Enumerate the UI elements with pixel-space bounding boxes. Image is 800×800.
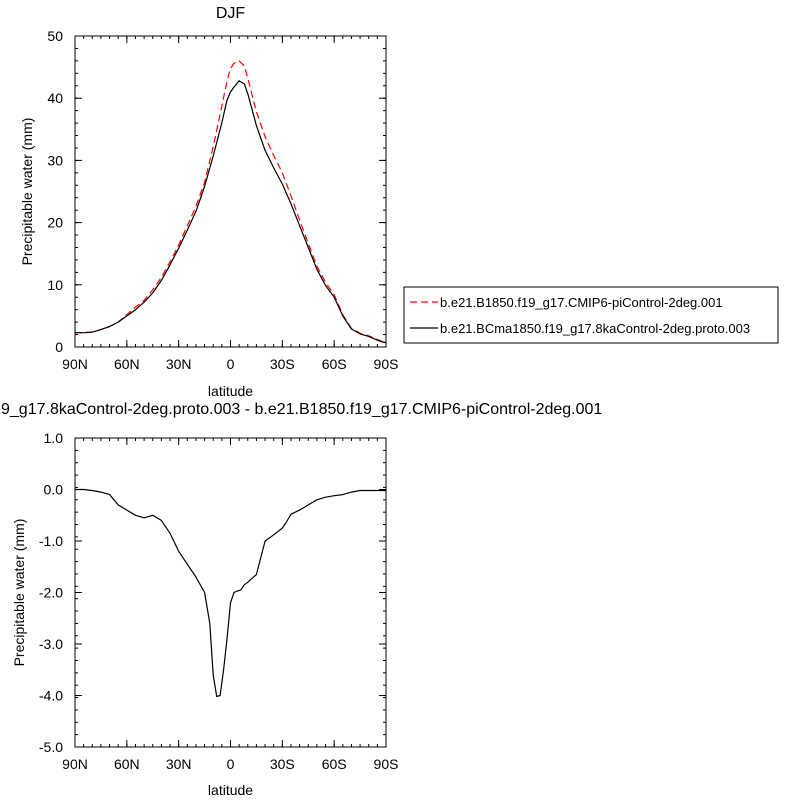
- x-tick-label: 30N: [166, 356, 192, 372]
- x-tick-label: 90S: [374, 356, 399, 372]
- y-tick-label: 40: [47, 90, 63, 106]
- y-tick-label: 20: [47, 215, 63, 231]
- x-tick-label: 90N: [62, 356, 88, 372]
- x-tick-label: 90N: [62, 756, 88, 772]
- legend-box: [403, 286, 779, 344]
- y-tick-label: 50: [47, 28, 63, 44]
- x-tick-label: 60N: [114, 756, 140, 772]
- y-tick-label: 1.0: [44, 430, 64, 446]
- x-tick-label: 0: [227, 356, 235, 372]
- x-tick-label: 60S: [322, 356, 347, 372]
- x-tick-label: 30N: [166, 756, 192, 772]
- x-tick-label: 30S: [270, 756, 295, 772]
- legend: b.e21.B1850.f19_g17.CMIP6-piControl-2deg…: [403, 286, 779, 344]
- chart-title: b.e21.BCma1850.f19_g17.8kaControl-2deg.p…: [0, 401, 602, 418]
- legend-entry-2: b.e21.BCma1850.f19_g17.8kaControl-2deg.p…: [440, 321, 750, 336]
- x-tick-label: 0: [227, 756, 235, 772]
- series-line-2: [75, 80, 387, 344]
- x-axis-label: latitude: [208, 383, 253, 399]
- chart-title: DJF: [216, 5, 246, 22]
- series-line-1: [75, 60, 387, 343]
- y-tick-label: -1.0: [39, 533, 63, 549]
- y-tick-label: 30: [47, 152, 63, 168]
- y-tick-label: -4.0: [39, 688, 63, 704]
- y-tick-label: 10: [47, 277, 63, 293]
- x-tick-label: 90S: [374, 756, 399, 772]
- plot-frame: [74, 437, 387, 748]
- y-tick-label: 0: [55, 339, 63, 355]
- y-axis-label: Precipitable water (mm): [19, 118, 35, 266]
- y-tick-label: -5.0: [39, 739, 63, 755]
- chart-panel-2: 90N 60N 30N 0 30S 60S 90S 1.0 0.0 -1.0 -2.0 -3.0 -4.…: [0, 401, 602, 798]
- series-line-1: [75, 488, 386, 698]
- y-tick-label: 0.0: [44, 482, 64, 498]
- x-tick-label: 30S: [270, 356, 295, 372]
- x-tick-label: 60S: [322, 756, 347, 772]
- chart-panel-1: 90N 60N 30N 0 30S 60S 90S 0 10 20 30 40 50 latitude Pr…: [19, 5, 398, 399]
- y-axis-label: Precipitable water (mm): [11, 519, 27, 667]
- legend-entry-1: b.e21.B1850.f19_g17.CMIP6-piControl-2deg…: [440, 295, 723, 310]
- plot-frame: [74, 35, 387, 348]
- y-tick-label: -3.0: [39, 636, 63, 652]
- x-axis-label: latitude: [208, 782, 253, 798]
- y-tick-label: -2.0: [39, 585, 63, 601]
- x-tick-label: 60N: [114, 356, 140, 372]
